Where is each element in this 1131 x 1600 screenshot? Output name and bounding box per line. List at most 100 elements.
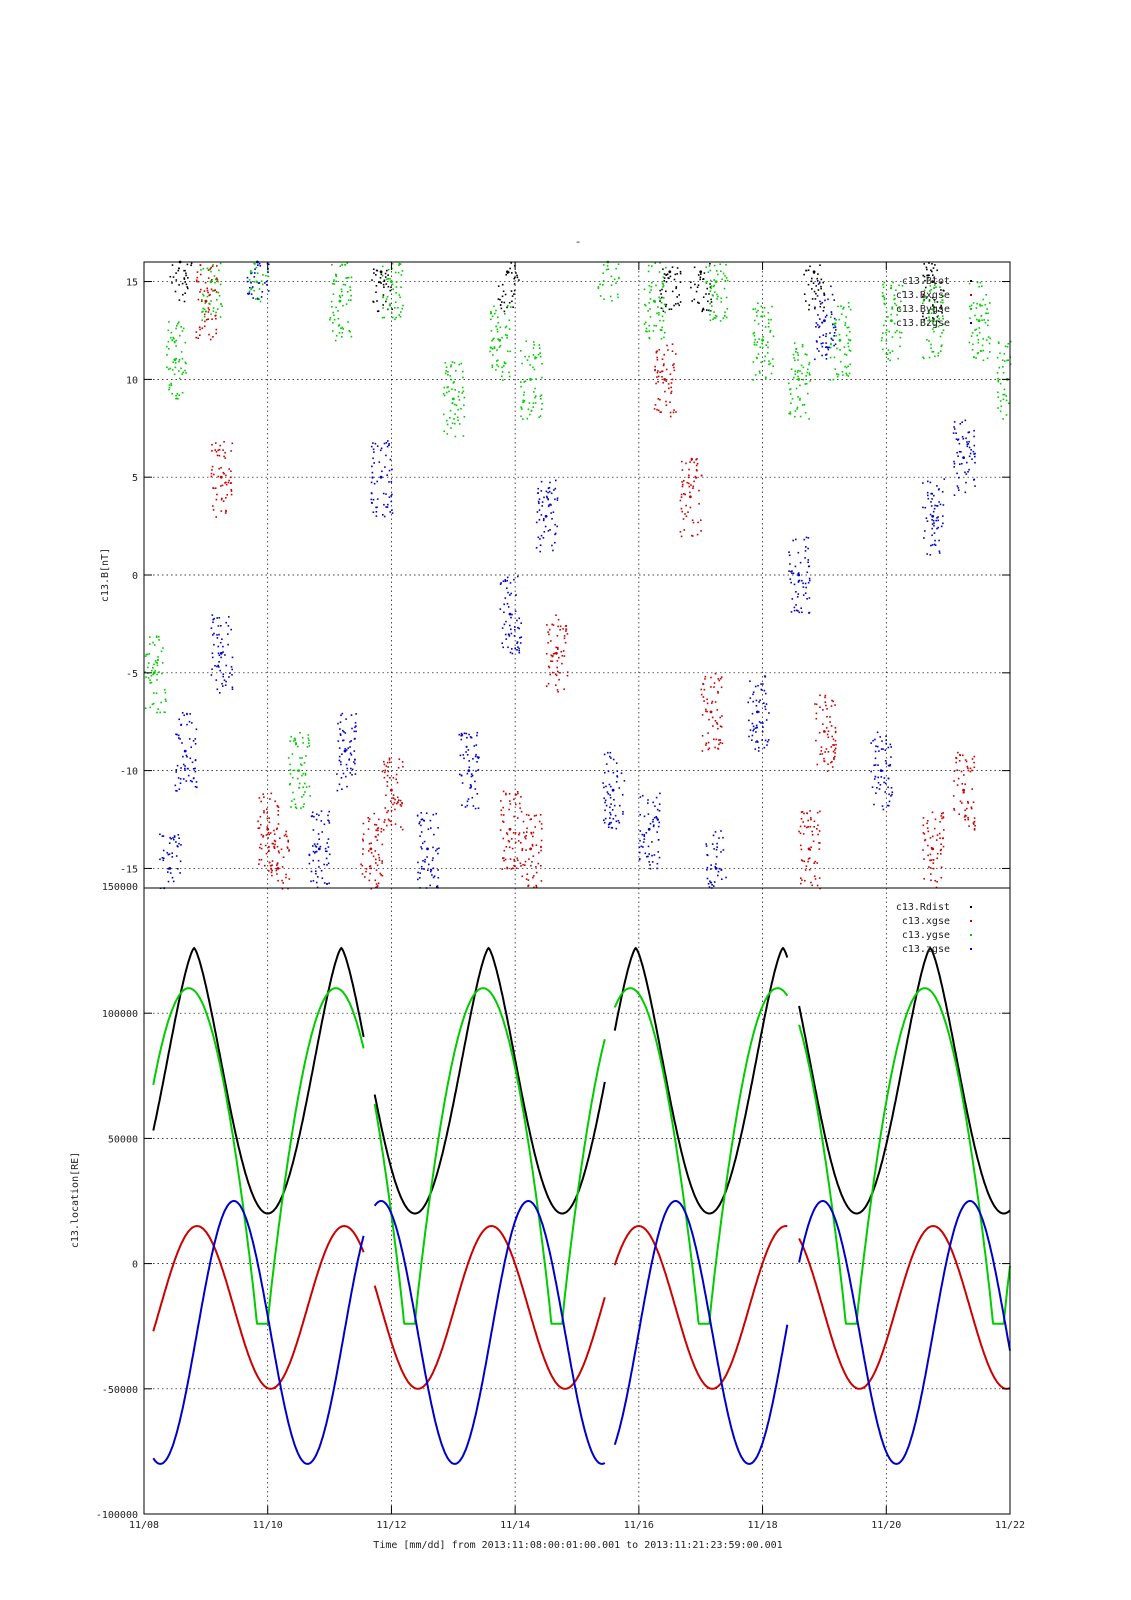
top-data-point [261,291,264,293]
top-data-point [177,398,179,400]
top-data-point [553,652,556,655]
top-data-point [496,364,498,366]
top-data-point [675,286,678,288]
top-data-point [326,883,328,885]
top-data-point [214,289,216,291]
top-data-point [847,326,850,329]
top-data-point [497,365,500,368]
top-data-point [350,276,353,279]
top-data-point [802,582,804,585]
top-data-point [798,579,801,582]
top-data-point [835,329,837,331]
top-data-point [612,771,615,774]
top-data-point [494,312,496,315]
top-data-point [603,753,606,756]
top-data-point [557,646,559,649]
top-data-point [368,879,371,882]
top-data-point [503,310,506,313]
top-data-point [822,709,824,711]
top-data-point [751,734,754,737]
top-data-point [446,391,448,394]
top-data-point [614,814,617,817]
top-data-point [1009,363,1012,365]
top-data-point [809,265,811,268]
top-data-point [930,492,932,495]
top-data-point [304,772,307,775]
top-data-point [716,709,719,711]
top-data-point [791,570,793,572]
top-data-point [664,390,666,393]
top-data-point [386,774,389,777]
top-data-point [662,364,665,367]
top-data-point [503,611,505,614]
top-data-point [477,757,480,760]
top-data-point [565,630,567,632]
top-data-point [923,289,926,292]
top-data-point [211,265,214,267]
top-data-point [437,877,440,879]
top-data-point [227,633,229,635]
top-data-point [258,863,260,865]
top-data-point [184,341,187,344]
top-data-point [964,818,966,821]
top-data-point [964,814,966,817]
top-data-point [395,778,397,781]
top-data-point [228,616,230,618]
top-data-point [721,715,723,717]
top-data-point [618,787,621,789]
top-data-point [706,710,708,713]
top-data-point [381,265,384,268]
top-data-point [377,827,380,829]
top-data-point [547,642,549,644]
top-data-point [645,832,648,834]
top-data-point [212,621,214,624]
top-data-point [615,781,618,783]
top-data-point [599,295,602,297]
top-data-point [507,350,509,353]
top-data-point [884,303,886,306]
top-data-point [456,416,459,419]
top-data-point [150,675,153,677]
top-data-point [387,766,389,768]
top-data-point [822,310,825,312]
top-data-point [177,845,179,848]
top-data-point [939,503,942,506]
top-data-point [942,301,944,304]
top-data-point [310,815,313,818]
top-data-point [688,468,690,471]
top-data-point [966,807,968,810]
top-data-point [820,342,823,345]
top-data-point [771,305,773,308]
top-data-point [160,701,162,704]
top-data-point [664,331,666,334]
top-data-point [491,315,494,318]
top-data-point [257,264,259,266]
top-data-point [834,343,837,345]
top-data-point [833,335,835,337]
top-data-point [803,538,806,541]
top-data-point [943,478,946,480]
top-data-point [340,763,342,766]
top-data-point [815,326,817,328]
top-data-point [964,759,967,761]
top-data-point [673,369,676,372]
top-data-point [973,817,976,819]
top-data-point [987,312,989,315]
top-data-point [212,634,214,636]
top-data-point [266,808,268,810]
top-data-point [507,304,509,307]
top-data-point [766,352,769,354]
top-data-point [980,350,983,352]
top-data-point [556,525,558,528]
top-data-point [287,757,290,759]
top-data-point [710,285,713,287]
top-data-point [463,416,466,418]
top-data-point [491,340,493,342]
top-data-point [971,332,974,334]
top-data-point [387,285,390,288]
top-data-point [831,735,833,738]
top-data-point [656,371,659,374]
top-data-point [188,720,191,723]
top-data-anchor [962,788,965,792]
top-data-point [843,346,846,348]
